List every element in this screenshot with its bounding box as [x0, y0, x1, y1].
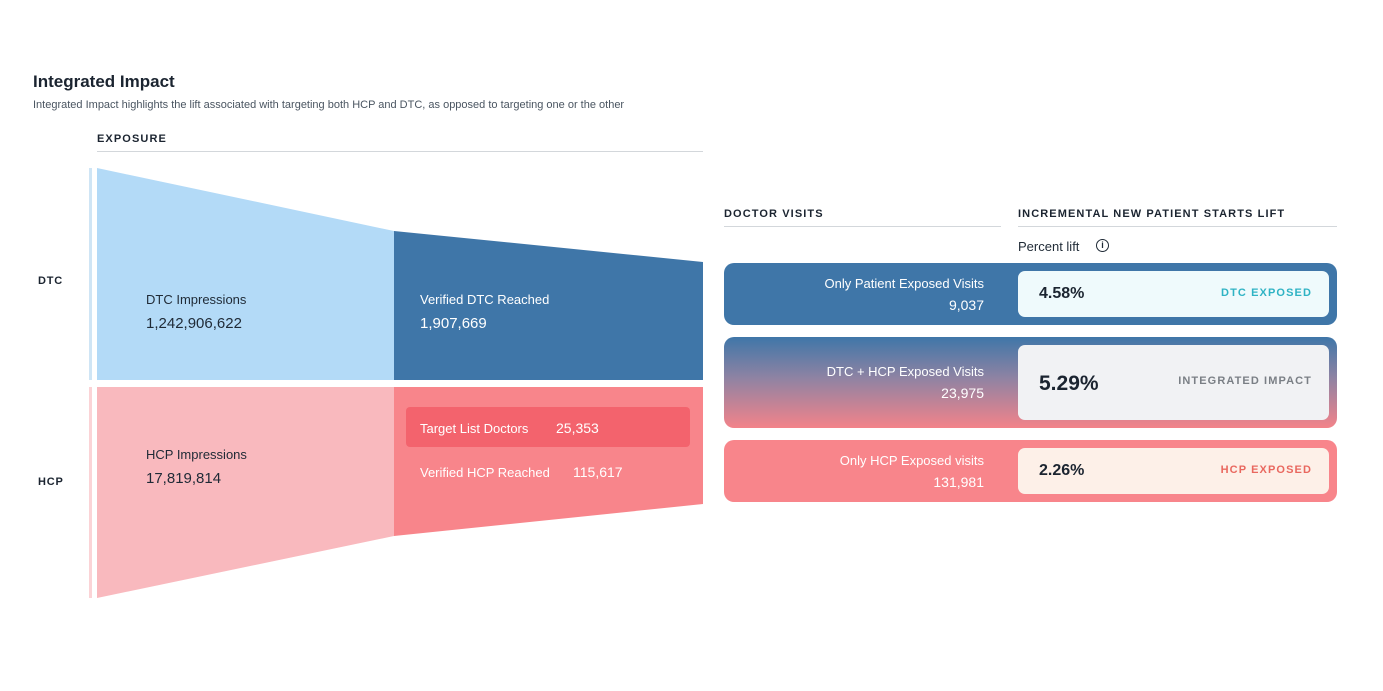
target-list-value: 25,353 — [556, 420, 599, 436]
lift-value-hcp: 2.26% — [1039, 462, 1085, 479]
exposure-divider — [97, 151, 703, 152]
hcp-reached-label: Verified HCP Reached — [420, 465, 550, 480]
target-list-label: Target List Doctors — [420, 421, 529, 436]
lift-tag-integrated: INTEGRATED IMPACT — [1178, 375, 1312, 387]
lift-divider — [1018, 226, 1337, 227]
visit-text-hcp: Only HCP Exposed visits 131,981 — [840, 453, 984, 490]
doctor-visits-divider — [724, 226, 1001, 227]
visit-name-hcp: Only HCP Exposed visits — [839, 453, 984, 468]
visit-count-dtc: 9,037 — [948, 297, 984, 313]
dtc-impressions-value: 1,242,906,622 — [146, 315, 242, 332]
lift-value-dtc: 4.58% — [1039, 285, 1085, 302]
lift-header: INCREMENTAL NEW PATIENT STARTS LIFT — [1018, 208, 1286, 220]
info-icon[interactable]: i — [1096, 239, 1109, 252]
row-label-hcp: HCP — [38, 476, 64, 488]
visit-count-integrated: 23,975 — [941, 385, 984, 401]
page-title: Integrated Impact — [33, 72, 175, 91]
page-subtitle: Integrated Impact highlights the lift as… — [33, 99, 625, 111]
visit-count-hcp: 131,981 — [933, 474, 984, 490]
dtc-reached-value: 1,907,669 — [420, 315, 487, 332]
visit-text-integrated: DTC + HCP Exposed Visits 23,975 — [827, 364, 984, 401]
dtc-impressions-label: DTC Impressions — [146, 292, 247, 307]
visit-name-integrated: DTC + HCP Exposed Visits — [826, 364, 984, 379]
visit-text-dtc: Only Patient Exposed Visits 9,037 — [825, 276, 984, 313]
dtc-row-bar — [89, 168, 92, 380]
exposure-header: EXPOSURE — [97, 133, 167, 145]
lift-tag-dtc: DTC EXPOSED — [1221, 287, 1312, 299]
lift-box-integrated: 5.29% INTEGRATED IMPACT — [1018, 345, 1329, 420]
dtc-reached-label: Verified DTC Reached — [420, 292, 550, 307]
lift-value-integrated: 5.29% — [1039, 372, 1099, 395]
hcp-impressions-shape — [97, 387, 394, 598]
target-list-pill — [406, 407, 690, 447]
hcp-row-bar — [89, 387, 92, 598]
dtc-impressions-shape — [97, 168, 394, 380]
lift-box-hcp: 2.26% HCP EXPOSED — [1018, 448, 1329, 494]
doctor-visits-header: DOCTOR VISITS — [724, 208, 824, 220]
row-label-dtc: DTC — [38, 275, 64, 287]
dtc-reached-shape — [394, 231, 703, 380]
lift-tag-hcp: HCP EXPOSED — [1220, 464, 1312, 476]
percent-lift-label: Percent lift — [1018, 239, 1080, 254]
hcp-impressions-label: HCP Impressions — [146, 447, 247, 462]
hcp-impressions-value: 17,819,814 — [146, 470, 222, 487]
visit-name-dtc: Only Patient Exposed Visits — [824, 276, 984, 291]
lift-box-dtc: 4.58% DTC EXPOSED — [1018, 271, 1329, 317]
hcp-reached-value: 115,617 — [573, 464, 623, 480]
